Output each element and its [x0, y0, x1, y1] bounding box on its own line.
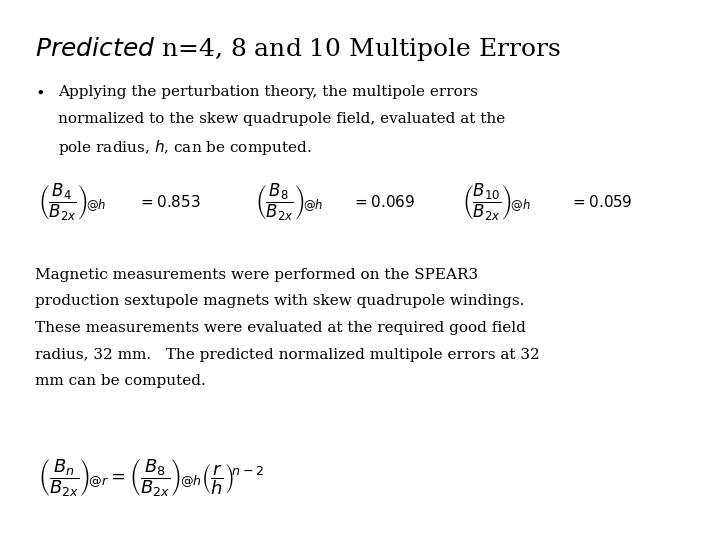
- Text: $= 0.059$: $= 0.059$: [570, 194, 632, 210]
- Text: pole radius, $h$, can be computed.: pole radius, $h$, can be computed.: [58, 138, 312, 157]
- Text: radius, 32 mm.   The predicted normalized multipole errors at 32: radius, 32 mm. The predicted normalized …: [35, 348, 540, 361]
- Text: $\left(\dfrac{B_{10}}{B_{2x}}\right)_{\!@h}$: $\left(\dfrac{B_{10}}{B_{2x}}\right)_{\!…: [462, 181, 531, 222]
- Text: $\left(\dfrac{B_n}{B_{2x}}\right)_{\!@r} = \left(\dfrac{B_8}{B_{2x}}\right)_{\!@: $\left(\dfrac{B_n}{B_{2x}}\right)_{\!@r}…: [38, 457, 264, 499]
- Text: normalized to the skew quadrupole field, evaluated at the: normalized to the skew quadrupole field,…: [58, 111, 505, 125]
- Text: $= 0.853$: $= 0.853$: [138, 194, 201, 210]
- Text: Magnetic measurements were performed on the SPEAR3: Magnetic measurements were performed on …: [35, 268, 478, 282]
- Text: mm can be computed.: mm can be computed.: [35, 374, 206, 388]
- Text: Applying the perturbation theory, the multipole errors: Applying the perturbation theory, the mu…: [58, 85, 478, 99]
- Text: $\bullet$: $\bullet$: [35, 85, 44, 99]
- Text: These measurements were evaluated at the required good field: These measurements were evaluated at the…: [35, 321, 526, 335]
- Text: $= 0.069$: $= 0.069$: [352, 194, 415, 210]
- Text: production sextupole magnets with skew quadrupole windings.: production sextupole magnets with skew q…: [35, 294, 524, 308]
- Text: $\left(\dfrac{B_8}{B_{2x}}\right)_{\!@h}$: $\left(\dfrac{B_8}{B_{2x}}\right)_{\!@h}…: [255, 181, 323, 222]
- Text: $\left(\dfrac{B_4}{B_{2x}}\right)_{\!@h}$: $\left(\dfrac{B_4}{B_{2x}}\right)_{\!@h}…: [38, 181, 107, 222]
- Text: $\mathit{Predicted}$ n=4, 8 and 10 Multipole Errors: $\mathit{Predicted}$ n=4, 8 and 10 Multi…: [35, 35, 561, 63]
